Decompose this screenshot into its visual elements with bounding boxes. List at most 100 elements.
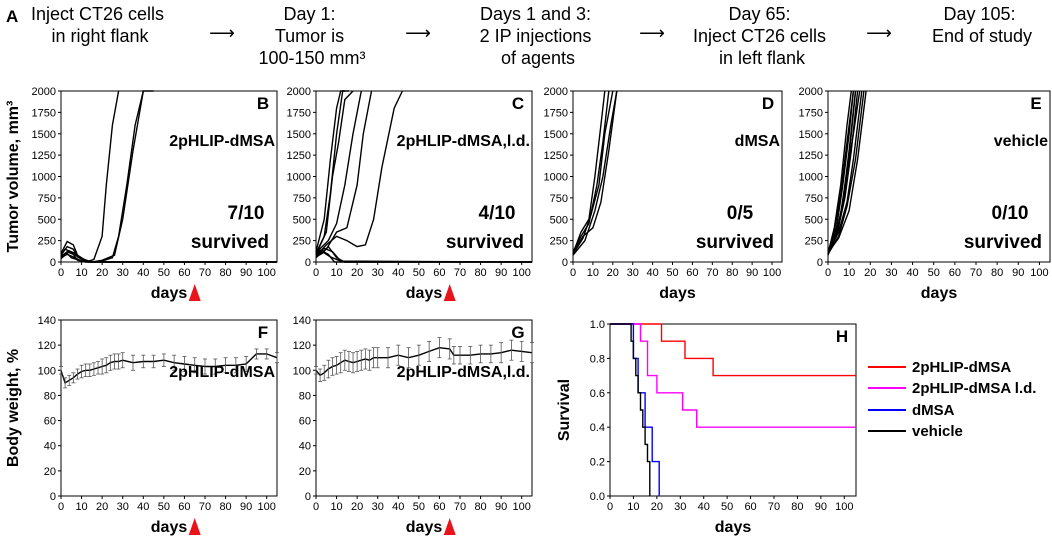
chart-panel-d: 0 10 20 30 40 50 60 70 80 90 100025050075010001250… [544, 86, 783, 302]
panel-letter-c: C [512, 94, 524, 113]
x-tick-label: 10 [330, 267, 342, 279]
series-line-2 [60, 90, 154, 263]
y-tick-label: 60 [299, 416, 311, 428]
x-tick-label: 20 [351, 267, 363, 279]
x-tick-label: 80 [474, 267, 486, 279]
series-line-1 [827, 90, 852, 254]
panel-title: 2pHLIP-dMSA [169, 364, 275, 381]
y-tick-label: 0 [50, 257, 56, 269]
x-tick-label: 40 [137, 267, 149, 279]
x-tick-label: 90 [495, 501, 507, 513]
y-tick-label: 500 [38, 214, 56, 226]
y-tick-label: 80 [44, 390, 56, 402]
x-tick-label: 100 [835, 501, 853, 513]
x-tick-label: 30 [117, 267, 129, 279]
x-tick-label: 60 [949, 267, 961, 279]
chart-panel-c: 0 10 20 30 40 50 60 70 80 90 100025050075010001250… [287, 86, 533, 302]
y-tick-label: 0 [305, 257, 311, 269]
series-line-10 [827, 90, 867, 254]
y-tick-label: 0.4 [590, 422, 605, 434]
x-tick-label: 90 [746, 267, 758, 279]
y-tick-label: 250 [38, 236, 56, 248]
x-tick-label: 60 [686, 267, 698, 279]
legend-label-2phlip-dmsa-ld: 2pHLIP-dMSA l.d. [912, 380, 1036, 397]
x-tick-label: 50 [158, 501, 170, 513]
arrow-icon: ⟶ [405, 23, 431, 43]
x-tick-label: 90 [815, 501, 827, 513]
y-tick-label: 40 [299, 441, 311, 453]
y-tick-label: 250 [293, 236, 311, 248]
x-tick-label: 80 [219, 267, 231, 279]
x-tick-label: 10 [75, 501, 87, 513]
y-tick-label: 140 [293, 315, 311, 327]
y-tick-label: 1250 [544, 150, 568, 162]
series-line-8 [827, 90, 863, 254]
y-tick-label: 1.0 [590, 319, 605, 331]
panel-letter-a: A [6, 7, 18, 26]
series-line-3 [315, 90, 354, 255]
series-line-1 [572, 90, 606, 254]
timeline-step-3: Days 1 and 3: 2 IP injections of agents [480, 4, 597, 68]
y-tick-label: 1750 [32, 107, 56, 119]
panel-title: 2pHLIP-dMSA,l.d. [397, 133, 530, 150]
y-tick-label: 750 [293, 193, 311, 205]
panel-letter-e: E [1030, 94, 1041, 113]
chart-panel-e: 0 10 20 30 40 50 60 70 80 90 100025050075010001250… [799, 86, 1051, 302]
y-tick-label: 2000 [287, 86, 311, 98]
y-tick-label: 750 [38, 193, 56, 205]
x-tick-label: 80 [991, 267, 1003, 279]
x-tick-label: 90 [1012, 267, 1024, 279]
y-tick-label: 120 [293, 340, 311, 352]
plot-frame [609, 323, 857, 497]
y-axis-label: Survival [556, 379, 573, 441]
y-tick-label: 60 [44, 416, 56, 428]
survival-legend: 2pHLIP-dMSA 2pHLIP-dMSA l.d. dMSA vehicl… [868, 359, 1036, 440]
y-tick-label: 250 [550, 236, 568, 248]
y-tick-label: 1750 [544, 107, 568, 119]
x-tick-label: 0 [313, 267, 319, 279]
x-axis-label: days [715, 519, 752, 536]
series-line-3 [60, 90, 120, 263]
y-axis-label: Tumor volume, mm³ [5, 101, 22, 253]
panel-letter-f: F [258, 323, 268, 342]
x-tick-label: 60 [433, 267, 445, 279]
x-tick-label: 10 [330, 501, 342, 513]
x-tick-label: 0 [58, 267, 64, 279]
injection-marker-icon [443, 284, 456, 301]
x-tick-label: 80 [219, 501, 231, 513]
y-tick-label: 1000 [32, 172, 56, 184]
y-tick-label: 750 [550, 193, 568, 205]
x-tick-label: 40 [137, 501, 149, 513]
x-axis-label: days [406, 519, 443, 536]
y-tick-label: 1250 [32, 150, 56, 162]
y-tick-label: 500 [293, 214, 311, 226]
legend-label-dmsa: dMSA [912, 402, 955, 419]
survived-label: survived [696, 232, 774, 253]
chart-panel-g: 0 10 20 30 40 50 60 70 80 90 100 0 20 40 60 80 100 120 140… [293, 315, 534, 536]
x-tick-label: 30 [117, 501, 129, 513]
x-tick-label: 80 [474, 501, 486, 513]
arrow-icon: ⟶ [866, 23, 892, 43]
series-line-6 [315, 90, 404, 257]
y-tick-label: 1000 [544, 172, 568, 184]
series-line-10 [315, 249, 532, 263]
x-tick-label: 90 [240, 501, 252, 513]
x-tick-label: 50 [721, 501, 733, 513]
x-tick-label: 50 [158, 267, 170, 279]
panel-letter-h: H [836, 327, 848, 346]
x-tick-label: 20 [651, 501, 663, 513]
x-tick-label: 10 [587, 267, 599, 279]
x-tick-label: 0 [607, 501, 613, 513]
y-tick-label: 100 [293, 365, 311, 377]
y-tick-label: 0 [50, 491, 56, 503]
y-tick-label: 20 [44, 466, 56, 478]
x-tick-label: 20 [351, 501, 363, 513]
x-axis-label: days [406, 285, 443, 302]
y-tick-label: 2000 [32, 86, 56, 98]
series-line-7 [60, 248, 277, 263]
series-line-dmsa [610, 323, 660, 496]
plot-frame [60, 319, 278, 497]
timeline-step-2: Day 1: Tumor is 100-150 mm³ [258, 4, 365, 68]
x-tick-label: 70 [454, 501, 466, 513]
series-line-3 [827, 90, 855, 255]
